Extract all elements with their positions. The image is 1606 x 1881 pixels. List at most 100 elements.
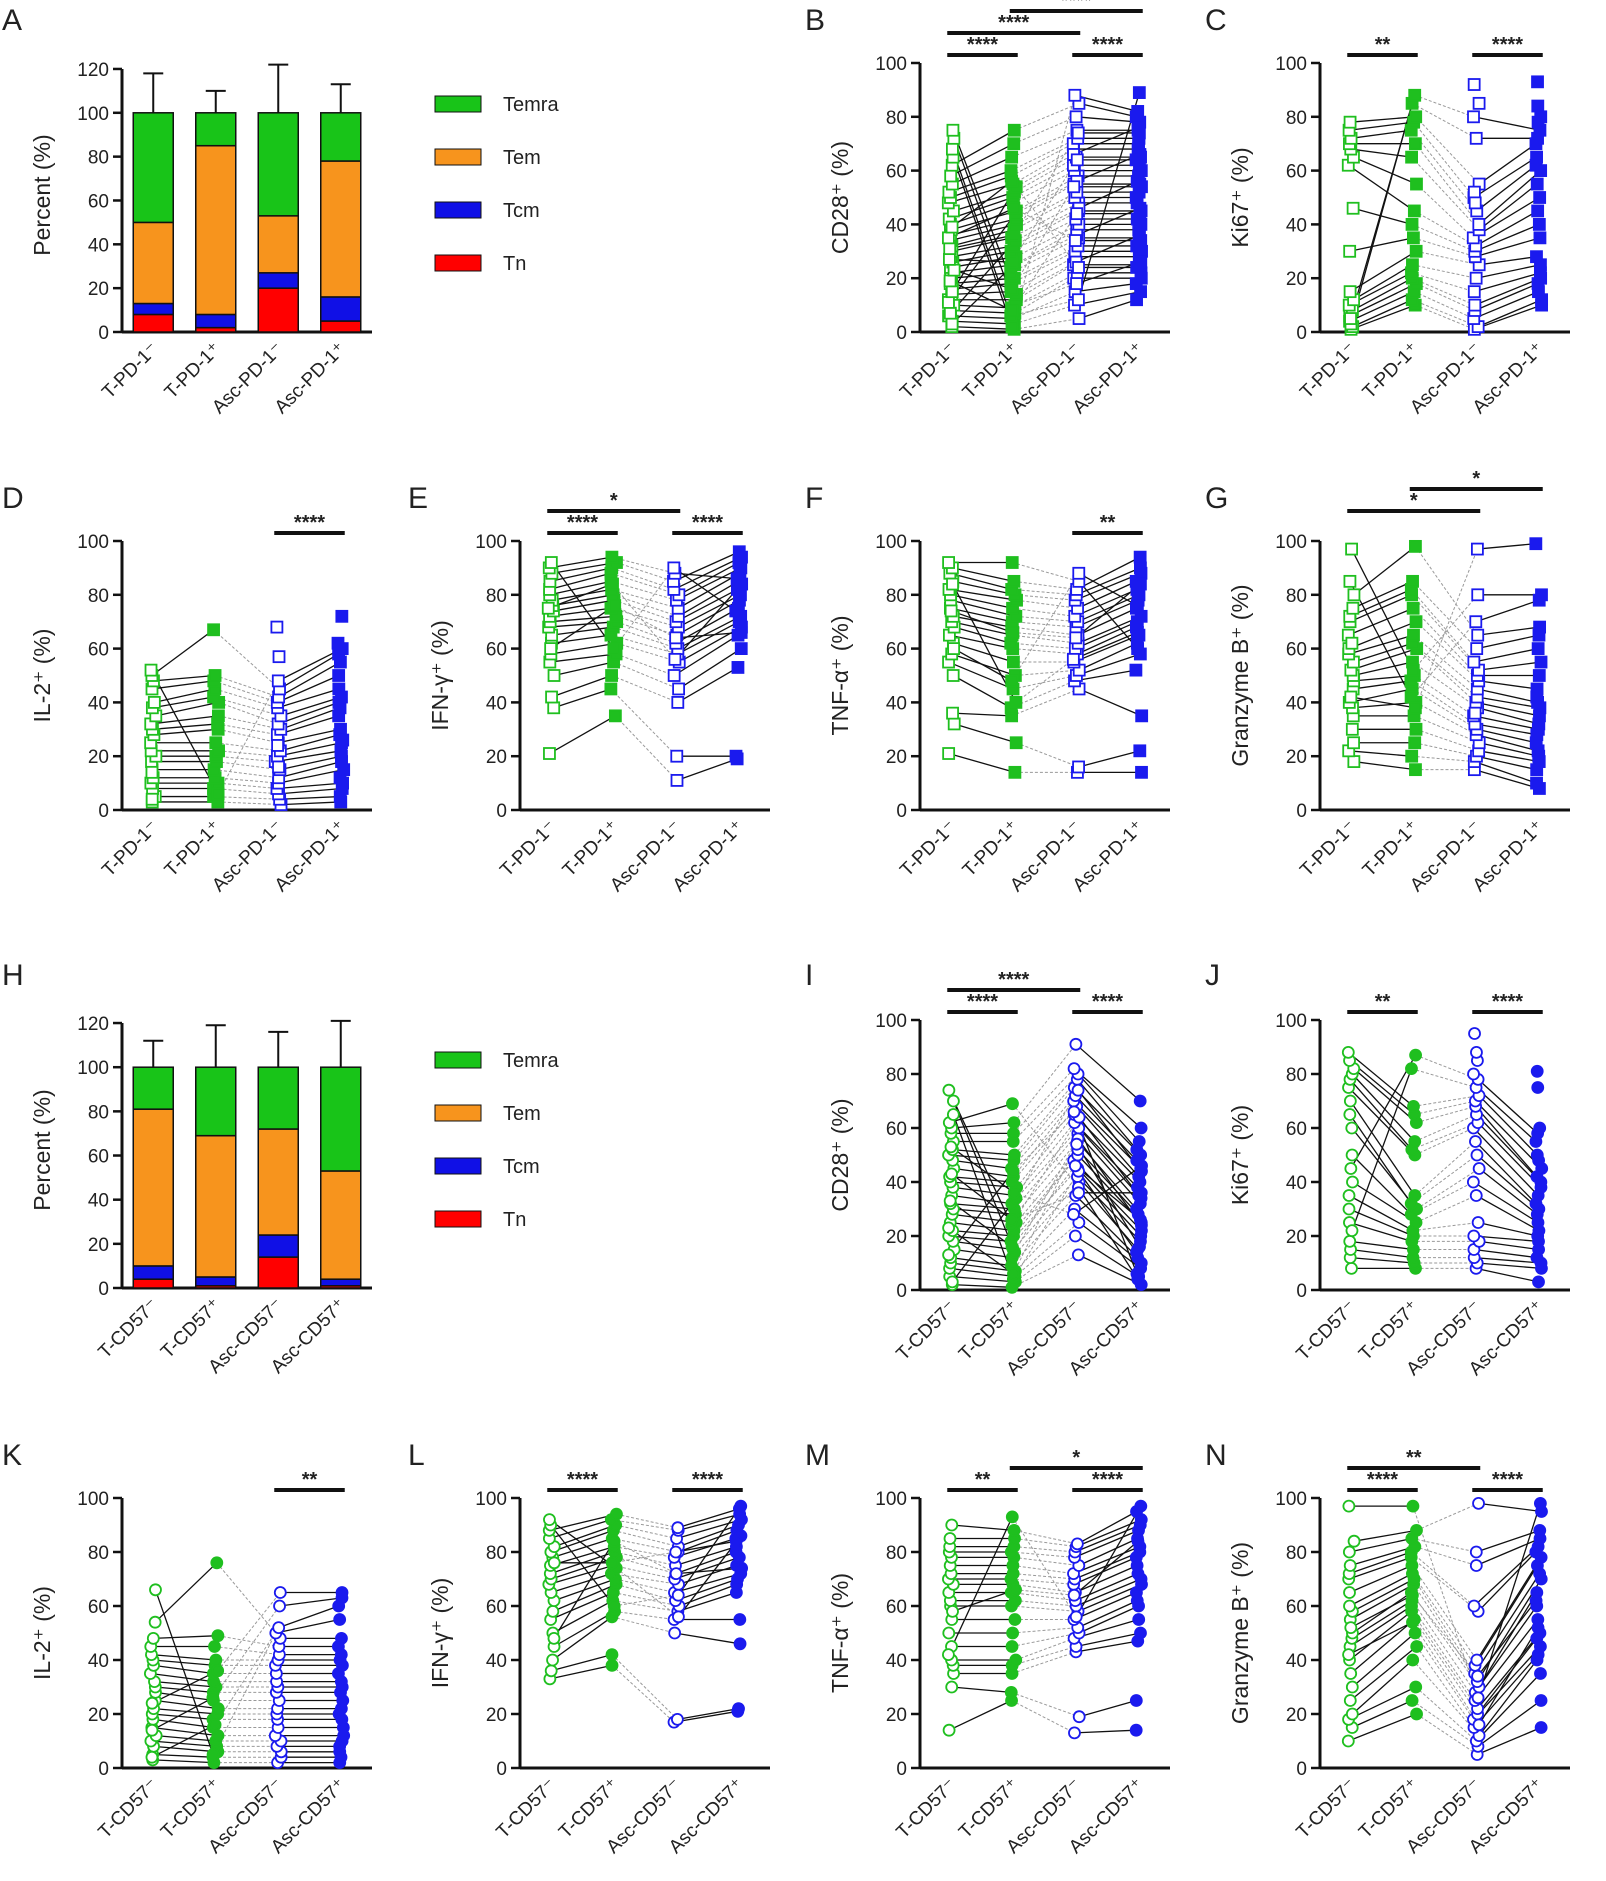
data-point xyxy=(206,1748,220,1761)
paired-line xyxy=(1074,1729,1137,1734)
data-point xyxy=(1468,706,1482,720)
paired-line xyxy=(1077,1170,1138,1253)
data-point xyxy=(734,642,748,655)
x-category-label: T-CD57⁻ xyxy=(1293,1297,1361,1365)
data-point xyxy=(731,661,745,674)
y-tick-label: 20 xyxy=(88,279,109,300)
y-tick-label: 80 xyxy=(88,586,109,607)
paired-line xyxy=(152,1718,214,1729)
data-point xyxy=(1346,1175,1359,1189)
paired-line xyxy=(1349,282,1417,317)
paired-line xyxy=(153,674,216,682)
paired-line xyxy=(678,594,741,628)
data-point xyxy=(147,696,161,709)
paired-line xyxy=(1078,299,1137,320)
significance-label: ** xyxy=(975,1469,991,1491)
data-point xyxy=(1530,1064,1544,1078)
panel-letter: E xyxy=(408,482,428,515)
y-tick-label: 60 xyxy=(88,191,109,212)
data-point xyxy=(1134,234,1148,247)
paired-line xyxy=(1414,742,1477,757)
bar-segment-temra xyxy=(132,112,174,224)
paired-line xyxy=(1477,1221,1538,1237)
paired-line xyxy=(1478,1592,1538,1688)
bar-segment-tcm xyxy=(320,296,362,322)
paired-line xyxy=(1413,1619,1479,1715)
paired-line xyxy=(1076,116,1140,123)
paired-line xyxy=(1415,116,1480,185)
y-tick-label: 0 xyxy=(1296,1281,1307,1302)
paired-line xyxy=(1352,299,1413,328)
paired-line xyxy=(152,1753,214,1758)
data-point xyxy=(942,296,955,309)
data-point xyxy=(1409,244,1423,258)
paired-line xyxy=(553,661,614,677)
y-tick-label: 0 xyxy=(896,323,907,344)
paired-line xyxy=(1416,250,1480,266)
paired-line xyxy=(1414,210,1476,247)
significance-label: **** xyxy=(692,512,723,534)
data-point xyxy=(334,722,347,736)
bar-segment-tcm xyxy=(257,1234,299,1258)
data-point xyxy=(610,1507,623,1521)
data-point xyxy=(1008,765,1022,779)
paired-line xyxy=(613,1529,679,1548)
paired-line xyxy=(1473,116,1541,131)
y-tick-label: 100 xyxy=(1275,1489,1307,1510)
paired-line xyxy=(1013,1154,1079,1231)
paired-line xyxy=(678,648,742,690)
panel-letter: H xyxy=(2,959,24,992)
paired-line xyxy=(1012,1627,1078,1634)
paired-line xyxy=(1013,1079,1078,1156)
paired-line xyxy=(1353,1529,1417,1542)
paired-line xyxy=(1411,1538,1477,1553)
data-point xyxy=(272,760,285,774)
paired-line xyxy=(1011,588,1077,596)
paired-line xyxy=(676,567,742,601)
data-point xyxy=(1067,1588,1081,1602)
data-point xyxy=(335,609,349,623)
data-point xyxy=(1531,75,1544,89)
data-point xyxy=(944,1140,958,1154)
paired-line xyxy=(1414,1632,1474,1720)
data-point xyxy=(942,1248,955,1262)
y-tick-label: 40 xyxy=(486,1651,507,1672)
paired-line xyxy=(217,723,278,736)
x-category-label: T-PD-1⁻ xyxy=(496,817,560,881)
y-tick-label: 0 xyxy=(496,1759,507,1780)
paired-line xyxy=(1474,304,1542,330)
paired-line xyxy=(953,191,1015,212)
y-tick-label: 20 xyxy=(486,747,507,768)
paired-line xyxy=(1012,675,1077,690)
paired-line xyxy=(951,148,1012,317)
y-axis-label: IL-2⁺ (%) xyxy=(29,629,55,723)
data-point xyxy=(1132,1135,1146,1148)
paired-line xyxy=(1073,126,1139,156)
data-point xyxy=(1469,131,1483,145)
paired-line xyxy=(1477,707,1539,725)
paired-line xyxy=(677,621,740,655)
paired-line xyxy=(949,1275,1016,1283)
paired-line xyxy=(1410,1557,1479,1612)
data-point xyxy=(1472,217,1486,231)
data-point xyxy=(211,709,225,723)
paired-line xyxy=(613,661,679,690)
paired-line xyxy=(616,1583,676,1602)
paired-line xyxy=(951,1173,1013,1221)
data-point xyxy=(1405,749,1419,763)
paired-line xyxy=(612,1551,676,1564)
paired-line xyxy=(614,1610,675,1620)
paired-line xyxy=(1010,250,1076,285)
paired-line xyxy=(553,1610,615,1648)
x-category-label: T-PD-1⁻ xyxy=(1296,339,1360,403)
data-point xyxy=(1408,1189,1422,1202)
panel-letter: K xyxy=(2,1439,22,1472)
paired-line xyxy=(1352,580,1413,609)
paired-line xyxy=(1013,116,1077,145)
legend-swatch-tn xyxy=(434,1210,482,1228)
data-point xyxy=(1005,1510,1019,1524)
paired-line xyxy=(1350,1594,1413,1629)
data-point xyxy=(1345,722,1359,736)
significance-label: ** xyxy=(302,1469,318,1491)
